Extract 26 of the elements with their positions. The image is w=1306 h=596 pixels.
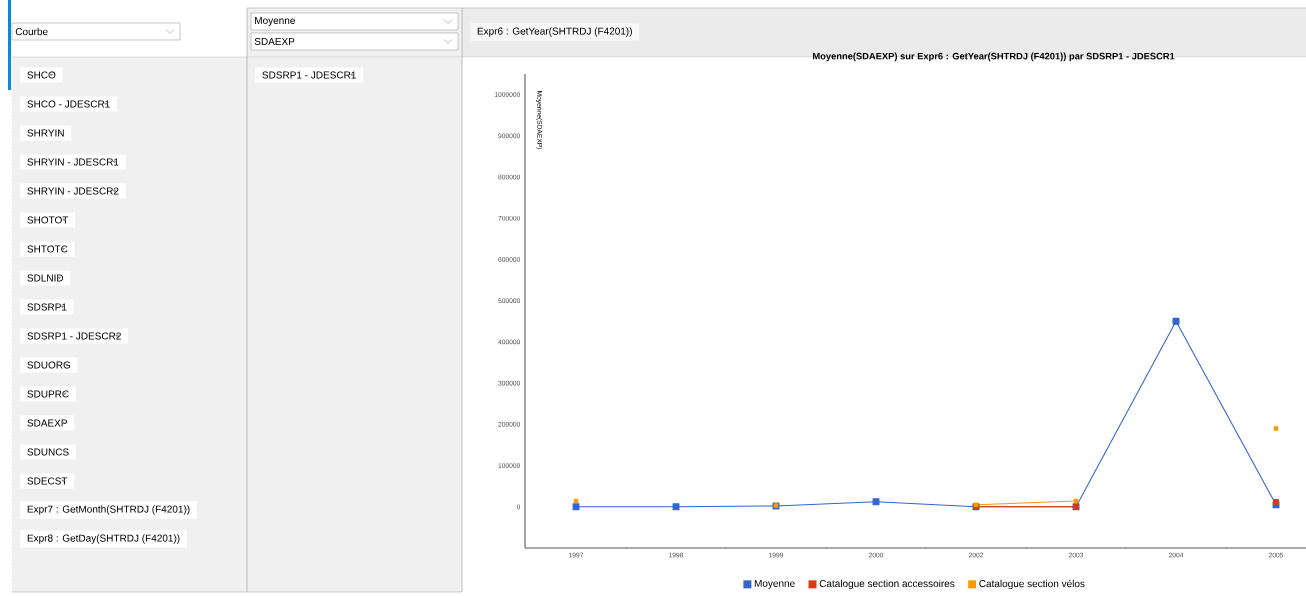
text: SDAEXP — [27, 419, 67, 427]
text: SHCO — [27, 71, 56, 79]
text: SDSRP1 - JDESCR2 — [27, 332, 121, 340]
legend-label: Moyenne — [754, 579, 795, 589]
chart-title: Moyenne(SDAEXP) sur Expr6 : GetYear(SHTRDJ (F4201)) par SDSRP1 - JDESCR1 — [813, 52, 1175, 62]
text: Expr7 : GetMonth(SHTRDJ (F4201)) — [27, 505, 190, 515]
text: Expr6 : GetYear(SHTRDJ (F4201)) — [477, 27, 632, 37]
text: Moyenne — [255, 17, 295, 26]
text: SHRYIN — [27, 129, 64, 137]
text: SDAEXP — [254, 37, 295, 46]
legend-label: Catalogue section accessoires — [819, 579, 955, 590]
text: SHRYIN - JDESCR1 — [27, 158, 119, 166]
text: Expr8 : GetDay(SHTRDJ (F4201)) — [27, 534, 180, 544]
text: SHRYIN - JDESCR2 — [27, 187, 119, 195]
legend-label: Catalogue section vélos — [979, 579, 1085, 590]
text: SHTOTC — [27, 245, 68, 253]
text: Courbe — [15, 27, 48, 36]
text: SDSRP1 - JDESCR1 — [262, 71, 356, 79]
text: SDSRP1 — [27, 303, 67, 311]
text: SHCO - JDESCR1 — [27, 100, 110, 108]
text: SDUORG — [27, 361, 71, 369]
text: SDUPRC — [27, 390, 69, 398]
text: SHOTOT — [27, 216, 69, 224]
text: SDECST — [27, 477, 68, 485]
text: SDLNID — [27, 274, 64, 282]
text: SDUNCS — [27, 448, 69, 456]
